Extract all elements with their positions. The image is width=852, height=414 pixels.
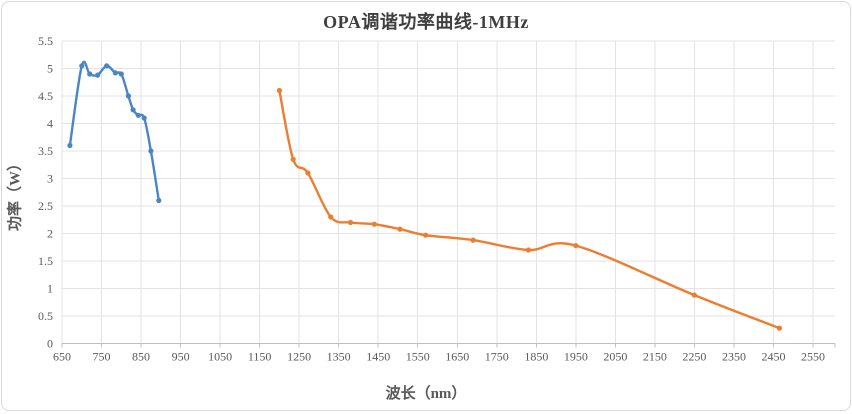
x-tick-label: 1950 — [564, 350, 588, 364]
signal-band-series-marker — [118, 71, 124, 77]
x-tick-label: 650 — [53, 350, 71, 364]
idler-band-series-marker — [525, 247, 532, 253]
idler-band-series-marker — [276, 87, 282, 94]
idler-band-series-marker — [776, 325, 783, 331]
y-tick-label: 1 — [47, 282, 53, 296]
idler-band-series-marker — [328, 214, 334, 220]
x-tick-label: 1850 — [524, 350, 548, 364]
idler-band-series-marker — [290, 156, 296, 162]
x-tick-label: 1650 — [445, 350, 469, 364]
signal-band-series-marker — [135, 112, 141, 118]
signal-band-series-marker — [130, 107, 136, 113]
y-tick-label: 3.5 — [38, 144, 53, 158]
x-tick-label: 2250 — [682, 350, 706, 364]
y-tick-label: 5.5 — [38, 34, 53, 48]
idler-band-series-marker — [371, 221, 377, 227]
idler-band-series-line — [278, 89, 781, 330]
signal-band-series-marker — [87, 71, 93, 77]
signal-band-series-marker — [156, 197, 162, 204]
y-tick-label: 0 — [47, 337, 53, 351]
x-tick-label: 2450 — [761, 350, 785, 364]
idler-band-series-marker — [470, 237, 476, 243]
idler-band-series-marker — [423, 232, 429, 238]
x-tick-labels: 650 750 850 950 1050 1150 1250 1350 1450 1550 1650… — [53, 350, 825, 364]
x-tick-label: 850 — [132, 350, 150, 364]
x-tick-label: 1750 — [485, 350, 509, 364]
x-axis — [61, 343, 836, 348]
x-tick-label: 2150 — [643, 350, 667, 364]
idler-band-series-marker — [397, 226, 403, 232]
signal-band-series-marker — [79, 63, 85, 69]
x-tick-label: 1550 — [406, 350, 430, 364]
y-tick-label: 0.5 — [38, 309, 53, 323]
signal-band-series-marker — [104, 63, 110, 69]
signal-band-series-marker — [148, 148, 154, 154]
idler-band-series-marker — [305, 170, 311, 176]
x-tick-label: 1150 — [248, 350, 272, 364]
y-tick-label: 3 — [47, 172, 53, 186]
idler-band-series — [276, 87, 783, 331]
signal-band-series-marker — [112, 70, 118, 76]
y-tick-label: 2.5 — [38, 199, 53, 213]
idler-band-series-marker — [347, 219, 354, 226]
x-tick-label: 950 — [172, 350, 190, 364]
y-tick-label: 4 — [47, 117, 53, 131]
signal-band-series — [67, 60, 162, 204]
signal-band-series-marker — [67, 142, 73, 149]
y-tick-label: 2 — [47, 227, 53, 241]
x-tick-label: 2050 — [603, 350, 627, 364]
x-tick-label: 750 — [93, 350, 111, 364]
x-tick-label: 2550 — [801, 350, 825, 364]
signal-band-series-marker — [125, 93, 131, 99]
x-tick-label: 2350 — [722, 350, 746, 364]
y-tick-label: 4.5 — [38, 89, 53, 103]
y-tick-labels: 0 0.5 1 1.5 2 2.5 3 3.5 4 4.5 5 5.5 — [38, 34, 53, 351]
gridlines — [61, 40, 835, 344]
x-tick-label: 1350 — [327, 350, 351, 364]
idler-band-series-marker — [573, 243, 579, 249]
y-tick-label: 5 — [47, 62, 53, 76]
y-tick-label: 1.5 — [38, 254, 53, 268]
signal-band-series-marker — [95, 72, 101, 78]
x-tick-label: 1450 — [366, 350, 390, 364]
signal-band-series-marker — [141, 115, 147, 121]
idler-band-series-marker — [691, 292, 698, 298]
x-tick-label: 1050 — [208, 350, 232, 364]
x-tick-label: 1250 — [287, 350, 311, 364]
signal-band-series-line — [68, 60, 160, 202]
chart-title: OPA调谐功率曲线-1MHz — [323, 12, 529, 32]
x-axis-title: 波长（nm） — [385, 386, 467, 402]
